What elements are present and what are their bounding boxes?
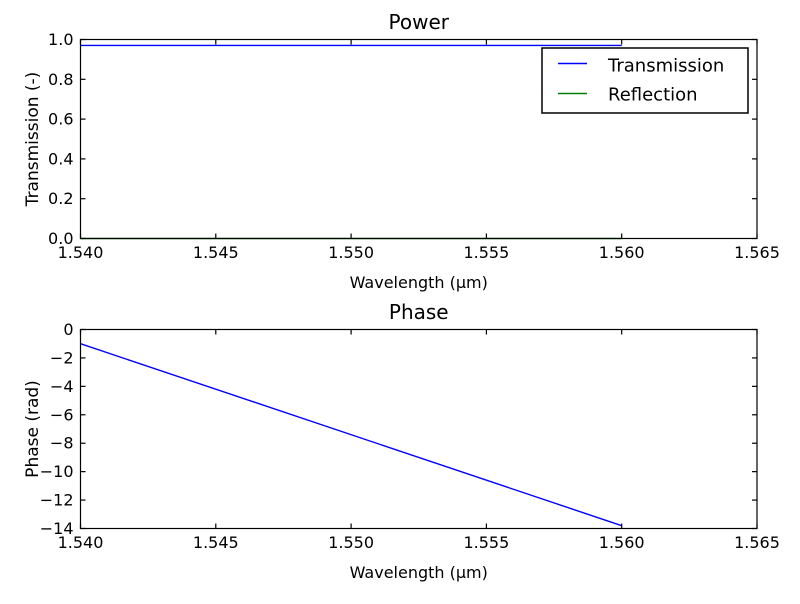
y-tick-label: 0.4 [48, 149, 73, 168]
x-tick-label: 1.550 [328, 533, 374, 552]
y-tick-label: −4 [50, 377, 74, 396]
x-tick-label: 1.540 [58, 533, 104, 552]
axes-frame [79, 328, 758, 530]
y-tick-label: 0.6 [48, 110, 73, 129]
phase-title: Phase [389, 300, 449, 324]
phase-xaxis-label: Wavelength (μm) [350, 563, 488, 582]
y-tick-label: 0.8 [48, 70, 73, 89]
legend-reflection-label: Reflection [608, 85, 698, 106]
power-yaxis-label: Transmission (-) [23, 72, 43, 208]
x-tick-label: 1.560 [599, 533, 645, 552]
x-tick-label: 1.560 [599, 243, 645, 262]
legend-transmission-label: Transmission [607, 56, 724, 77]
power-plot-area: 1.540 1.545 1.550 1.555 1.560 1.565 0.0 0.2 0.4 0… [48, 30, 780, 262]
y-tick-label: −12 [40, 491, 74, 510]
y-tick-label: 0 [63, 320, 73, 339]
y-tick-label: −8 [50, 434, 74, 453]
y-tick-label: −10 [40, 462, 74, 481]
legend: Transmission Reflection [541, 47, 749, 114]
phase-line [80, 343, 622, 527]
phase-subplot: Phase 1.540 1.545 1.550 1.555 1.560 1.565 0 −2 −… [23, 300, 780, 582]
power-xaxis-label: Wavelength (μm) [350, 273, 488, 292]
y-tick-label: −6 [50, 405, 74, 424]
power-subplot: Power 1.540 1.545 1.550 1.555 1.560 1.565 0.0 0… [23, 10, 780, 292]
y-tick-label: −14 [40, 519, 74, 538]
y-tick-label: 1.0 [48, 30, 73, 49]
power-title: Power [389, 10, 450, 34]
phase-yaxis-label: Phase (rad) [23, 380, 43, 478]
x-tick-label: 1.545 [193, 533, 239, 552]
y-tick-label: 0.2 [48, 189, 73, 208]
axes-frame [79, 38, 758, 240]
y-tick-label: −2 [50, 348, 74, 367]
x-tick-label: 1.555 [463, 533, 509, 552]
x-tick-label: 1.550 [328, 243, 374, 262]
x-tick-label: 1.565 [734, 533, 780, 552]
x-tick-label: 1.540 [58, 243, 104, 262]
x-tick-label: 1.565 [734, 243, 780, 262]
x-tick-label: 1.555 [463, 243, 509, 262]
phase-plot-area: 1.540 1.545 1.550 1.555 1.560 1.565 0 −2 −4 −6 −8 −… [40, 320, 780, 552]
legend-box [541, 47, 749, 114]
x-tick-label: 1.545 [193, 243, 239, 262]
y-tick-label: 0.0 [48, 229, 73, 248]
